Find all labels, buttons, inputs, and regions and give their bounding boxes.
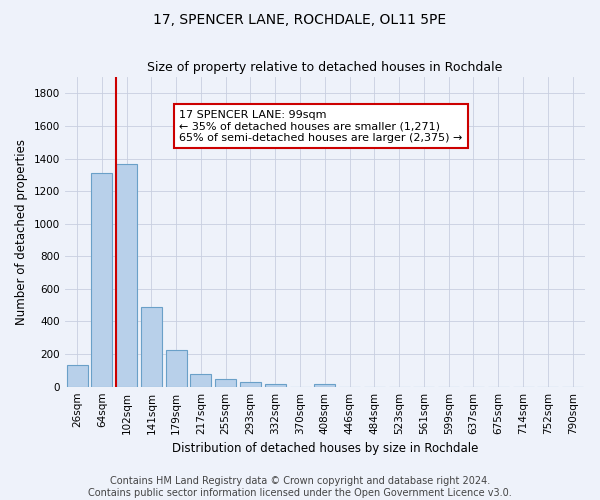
Text: 17, SPENCER LANE, ROCHDALE, OL11 5PE: 17, SPENCER LANE, ROCHDALE, OL11 5PE bbox=[154, 12, 446, 26]
Bar bbox=[314, 384, 335, 386]
Bar bbox=[166, 350, 187, 387]
Bar bbox=[67, 364, 88, 386]
Bar bbox=[215, 380, 236, 386]
Bar bbox=[116, 164, 137, 386]
Title: Size of property relative to detached houses in Rochdale: Size of property relative to detached ho… bbox=[147, 62, 503, 74]
Y-axis label: Number of detached properties: Number of detached properties bbox=[15, 139, 28, 325]
Bar bbox=[265, 384, 286, 386]
X-axis label: Distribution of detached houses by size in Rochdale: Distribution of detached houses by size … bbox=[172, 442, 478, 455]
Bar bbox=[141, 307, 162, 386]
Bar bbox=[91, 173, 112, 386]
Bar bbox=[190, 374, 211, 386]
Bar bbox=[240, 382, 261, 386]
Text: Contains HM Land Registry data © Crown copyright and database right 2024.
Contai: Contains HM Land Registry data © Crown c… bbox=[88, 476, 512, 498]
Text: 17 SPENCER LANE: 99sqm
← 35% of detached houses are smaller (1,271)
65% of semi-: 17 SPENCER LANE: 99sqm ← 35% of detached… bbox=[179, 110, 463, 143]
